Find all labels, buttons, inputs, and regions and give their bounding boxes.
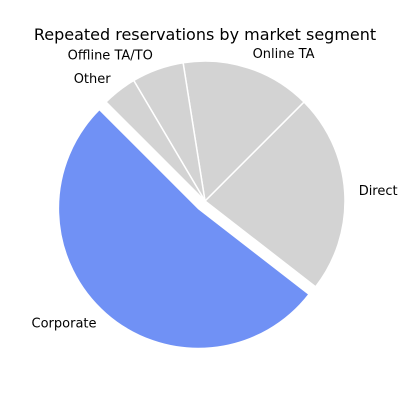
pie-label-other: Other	[74, 72, 112, 87]
pie-slice-other	[105, 79, 206, 202]
pie-label-corporate: Corporate	[32, 317, 97, 332]
pie-label-online-ta: Online TA	[253, 47, 315, 62]
pie-label-direct: Direct	[359, 184, 398, 199]
pie-slice-direct	[204, 101, 346, 288]
chart-title: Repeated reservations by market segment	[34, 25, 376, 44]
pie-slice-corporate	[57, 108, 310, 350]
pie-labels: Corporate Direct Online TA Offline TA/TO Oth…	[32, 47, 398, 331]
pie-slice-online-ta	[182, 60, 305, 202]
pie-label-offline-ta-to: Offline TA/TO	[68, 49, 153, 64]
pie-slices	[57, 60, 346, 350]
